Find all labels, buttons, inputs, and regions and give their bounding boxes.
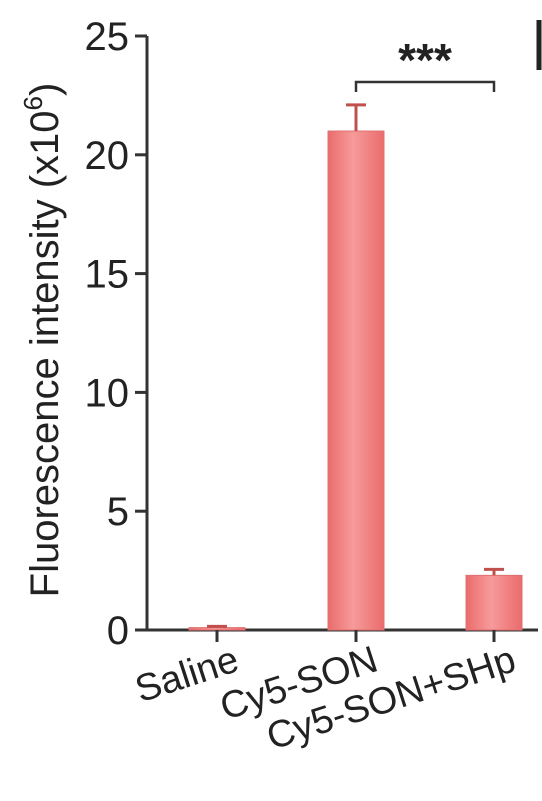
significance-bracket xyxy=(354,80,496,92)
y-tick-label: 10 xyxy=(85,371,130,415)
y-tick-label: 20 xyxy=(85,134,130,178)
bar xyxy=(188,627,246,631)
bar xyxy=(327,130,385,631)
significance-annotation: *** xyxy=(354,34,496,92)
y-tick-label: 25 xyxy=(85,15,130,59)
y-ticks: 0 5 10 15 20 25 xyxy=(85,15,147,653)
significance-label: *** xyxy=(398,34,452,86)
y-tick-label: 15 xyxy=(85,253,130,297)
bars xyxy=(188,103,523,631)
y-tick-label: 5 xyxy=(107,490,129,534)
y-axis-label: Fluorescence intensity (x106) xyxy=(18,83,67,598)
y-tick-label: 0 xyxy=(107,609,129,653)
bar xyxy=(465,574,523,631)
